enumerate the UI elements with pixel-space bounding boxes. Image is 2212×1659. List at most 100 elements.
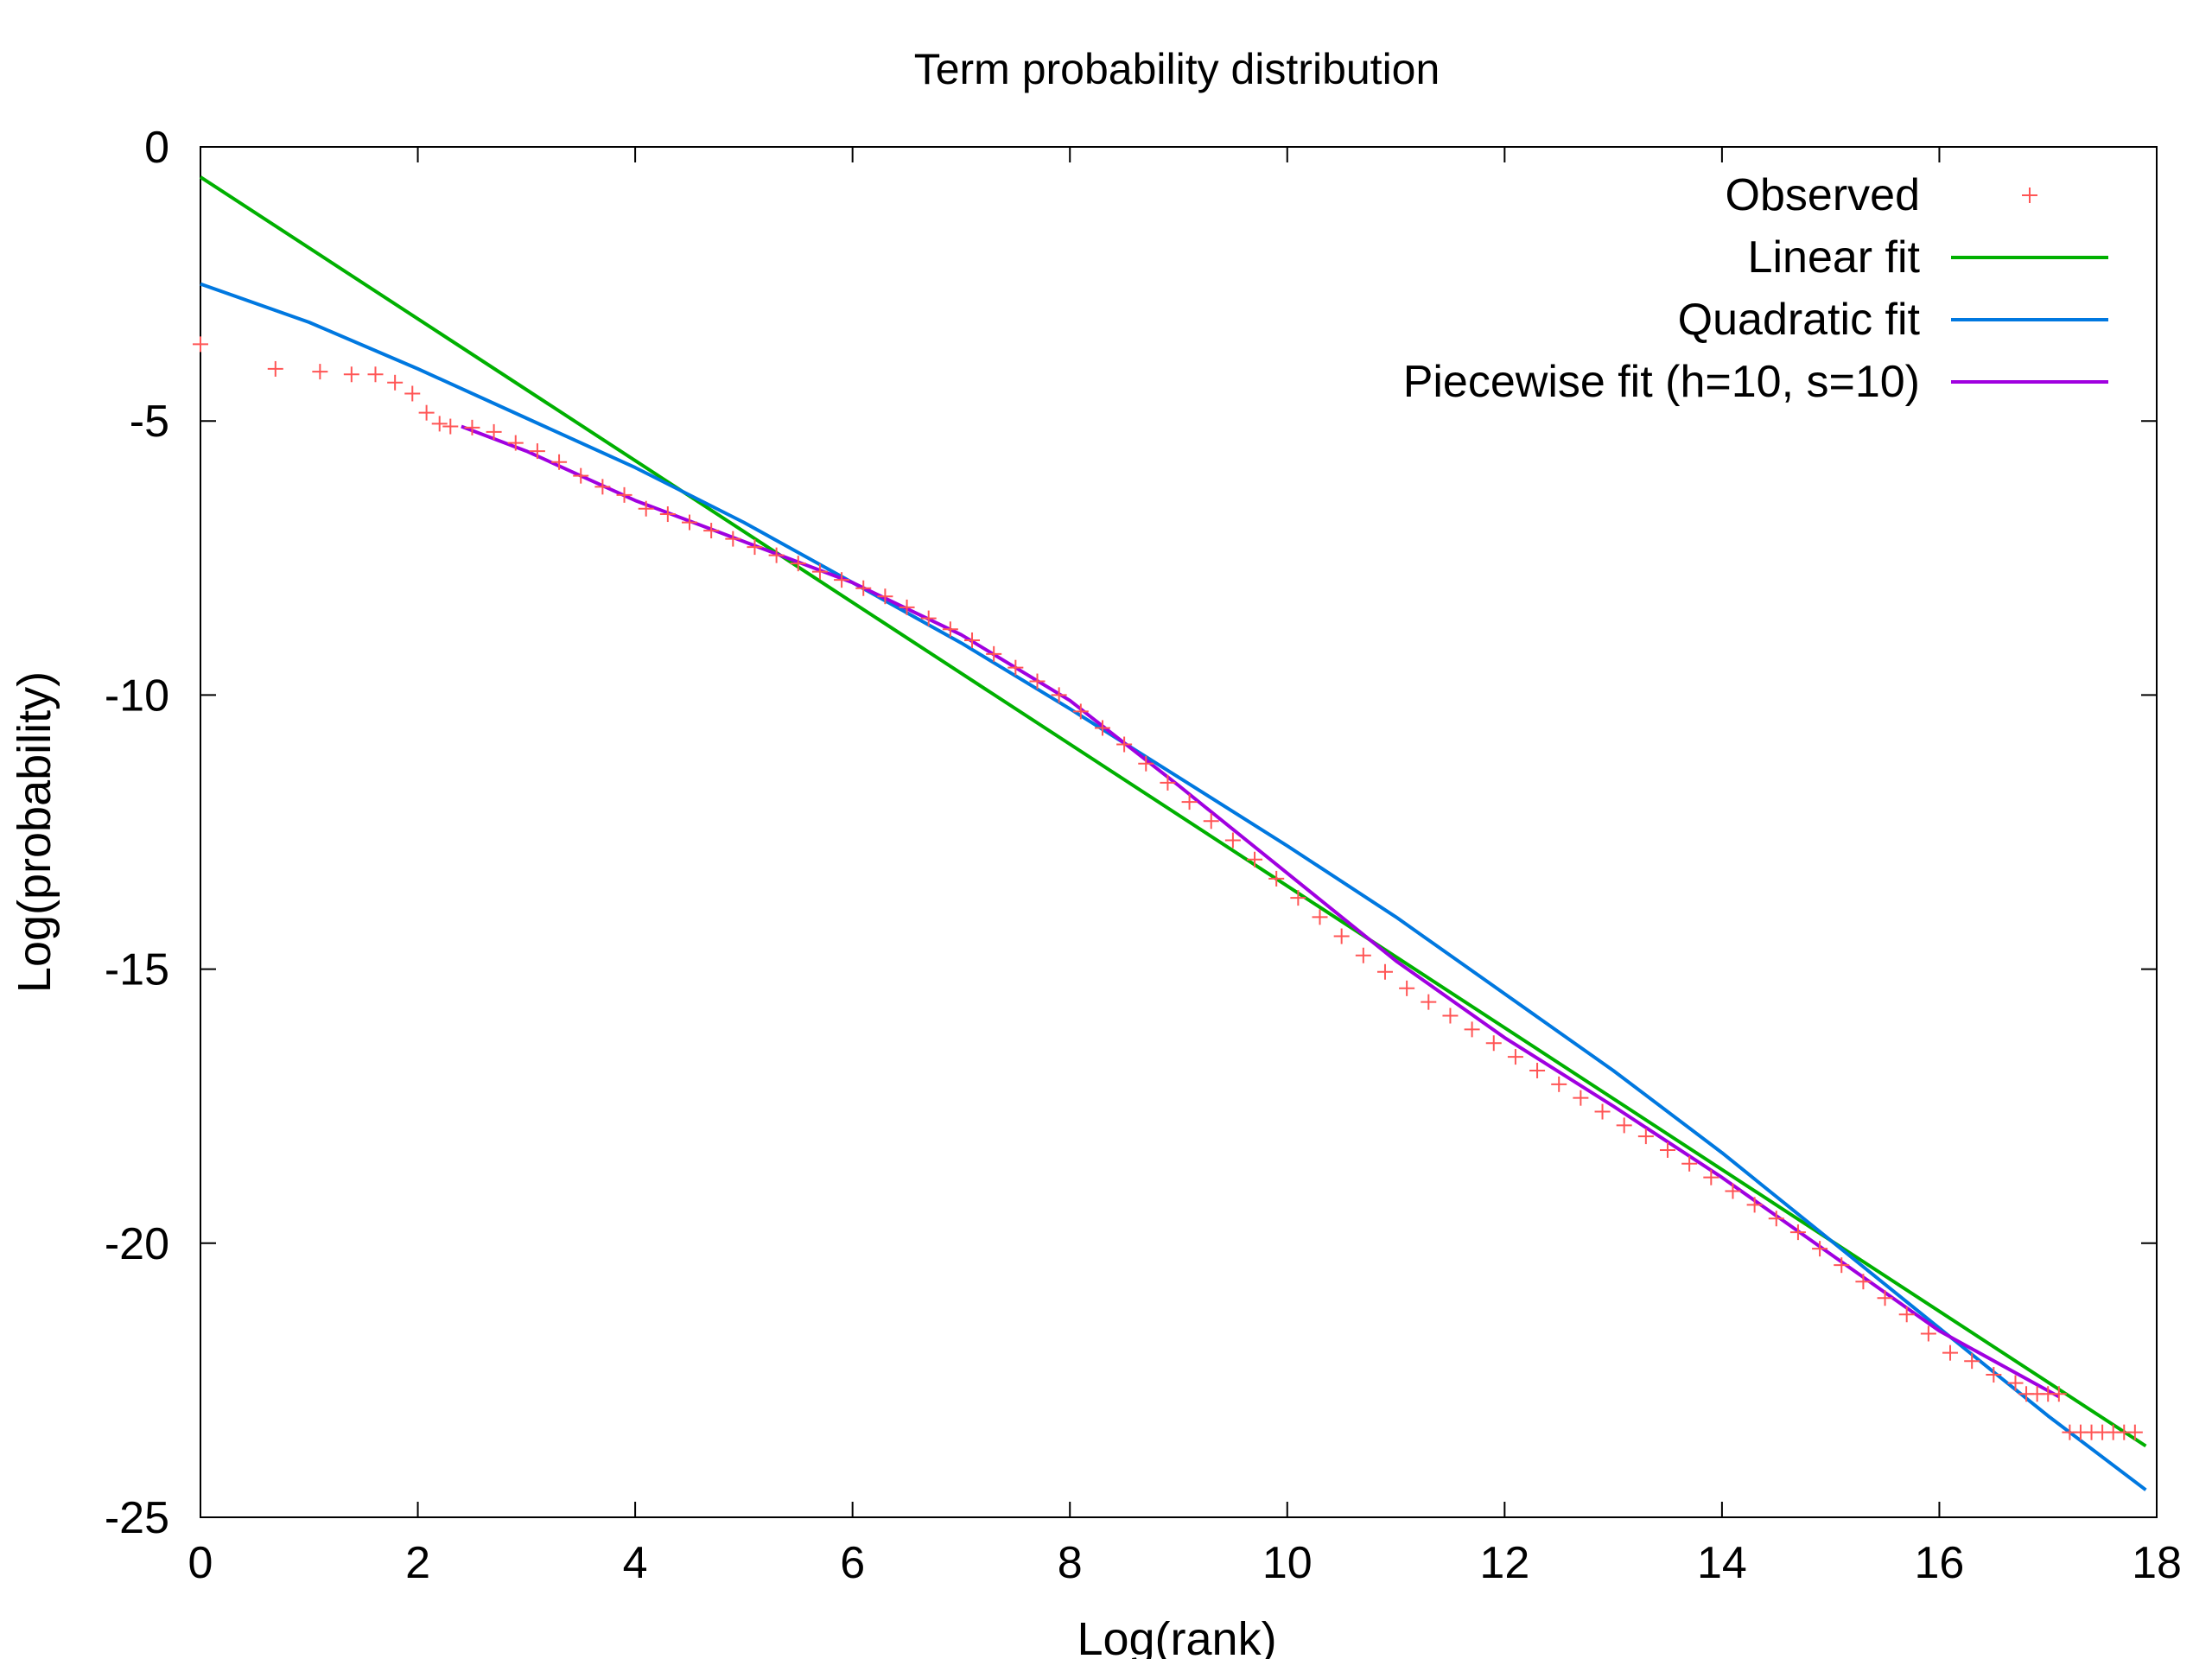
observed-point (725, 531, 741, 547)
observed-point (768, 547, 785, 563)
observed-point (442, 418, 459, 435)
observed-point (529, 443, 545, 460)
observed-point (1007, 659, 1024, 676)
observed-point (343, 366, 359, 383)
observed-point (659, 506, 676, 523)
observed-point (1181, 794, 1198, 810)
observed-point (1442, 1007, 1459, 1024)
x-tick-label: 6 (840, 1538, 865, 1588)
legend-marker-observed (2022, 188, 2037, 203)
observed-point (1247, 851, 1263, 868)
observed-point (920, 610, 937, 626)
observed-point (404, 385, 421, 402)
observed-point (1376, 963, 1393, 980)
observed-point (1746, 1197, 1763, 1213)
x-tick-label: 18 (2132, 1538, 2182, 1588)
x-tick-label: 16 (1915, 1538, 1965, 1588)
observed-point (1855, 1274, 1872, 1290)
observed-point (1942, 1344, 1959, 1361)
observed-point (1637, 1128, 1654, 1145)
x-tick-label: 14 (1697, 1538, 1747, 1588)
observed-point (431, 416, 448, 432)
observed-point (1507, 1049, 1523, 1065)
observed-point (811, 563, 828, 580)
observed-point (1986, 1367, 2002, 1383)
observed-point (507, 435, 524, 451)
observed-point (1594, 1103, 1611, 1120)
y-tick-label: -10 (105, 671, 169, 721)
observed-point (790, 556, 806, 572)
x-tick-label: 2 (405, 1538, 430, 1588)
observed-point (1834, 1257, 1850, 1274)
observed-point (1573, 1090, 1589, 1106)
observed-point (551, 454, 568, 470)
observed-point (1138, 755, 1154, 772)
observed-point (1768, 1211, 1784, 1227)
x-tick-label: 10 (1262, 1538, 1313, 1588)
observed-point (1224, 832, 1241, 849)
observed-point (1812, 1241, 1828, 1257)
observed-point (1529, 1062, 1546, 1078)
legend-label-linear-fit: Linear fit (1748, 232, 1921, 283)
observed-point (2050, 1386, 2067, 1402)
observed-point (486, 423, 502, 440)
observed-point (747, 539, 763, 556)
observed-point (1464, 1021, 1480, 1038)
observed-point (387, 374, 404, 391)
observed-point (877, 588, 893, 605)
observed-point (1268, 870, 1285, 887)
legend-label-quadratic-fit: Quadratic fit (1678, 295, 1921, 345)
observed-point (464, 419, 480, 435)
y-tick-label: -25 (105, 1493, 169, 1543)
x-tick-label: 12 (1479, 1538, 1529, 1588)
observed-point (193, 336, 208, 353)
observed-point (573, 467, 589, 484)
observed-point (1333, 928, 1350, 944)
y-axis-label: Log(probability) (9, 671, 60, 993)
observed-point (986, 645, 1002, 662)
x-tick-label: 0 (188, 1538, 213, 1588)
y-tick-label: -15 (105, 945, 169, 995)
observed-point (1616, 1117, 1632, 1134)
legend-label-observed: Observed (1726, 170, 1920, 220)
observed-point (1877, 1290, 1893, 1306)
observed-point (1789, 1224, 1806, 1241)
legend: Observed Linear fit Quadratic fit Piecewise… (1403, 170, 2108, 407)
x-tick-label: 8 (1058, 1538, 1083, 1588)
observed-point (267, 360, 283, 377)
x-axis-label: Log(rank) (1077, 1613, 1276, 1659)
axis-ticks: 0 2 4 6 8 10 12 14 16 18 0 -5 -10 -15 -20 -25 (105, 123, 2182, 1588)
plot-border (200, 146, 2158, 1518)
observed-point (2126, 1424, 2143, 1440)
y-tick-label: -5 (130, 397, 169, 447)
observed-point (367, 366, 384, 383)
observed-point (418, 404, 435, 421)
observed-point (1920, 1325, 1936, 1342)
observed-point (682, 514, 697, 531)
observed-point (1964, 1353, 1980, 1370)
observed-point (1094, 720, 1110, 736)
observed-point (1355, 947, 1371, 963)
observed-point (1681, 1155, 1698, 1172)
observed-point (1051, 687, 1067, 703)
observed-point (855, 580, 872, 596)
plot-area (200, 146, 2158, 1518)
observed-point (899, 599, 915, 615)
legend-label-piecewise-fit-h-10-s-10: Piecewise fit (h=10, s=10) (1403, 357, 1920, 407)
observed-point (703, 523, 720, 539)
observed-point (1703, 1169, 1719, 1185)
observed-point (1203, 813, 1219, 830)
observed-point (1029, 673, 1046, 690)
observed-point (1072, 703, 1089, 720)
observed-point (1312, 909, 1328, 925)
y-tick-label: -20 (105, 1219, 169, 1269)
observed-point (1725, 1183, 1741, 1199)
observed-point (594, 479, 611, 495)
observed-point (2007, 1375, 2024, 1391)
observed-point (1116, 736, 1133, 753)
data-series (193, 175, 2147, 1491)
observed-point (1898, 1306, 1915, 1323)
series-line-quadratic-fit (200, 282, 2147, 1491)
observed-point (1399, 980, 1415, 996)
